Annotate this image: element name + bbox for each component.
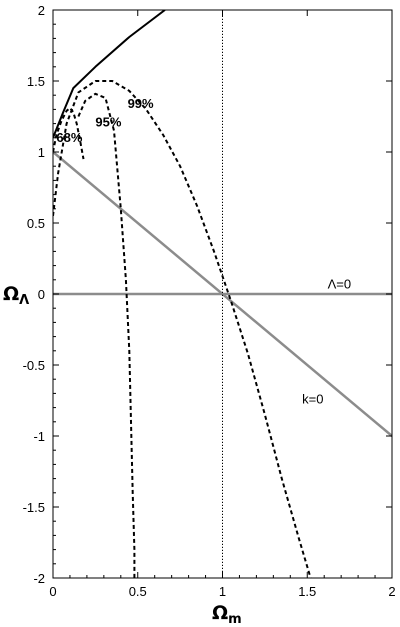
y-tick-label: 2 <box>38 3 45 18</box>
x-axis-title: Ωm <box>212 602 242 627</box>
y-tick-label: 0.5 <box>27 216 45 231</box>
x-tick-label: 0.5 <box>129 584 147 599</box>
x-tick-label: 0 <box>49 584 56 599</box>
contour-68 <box>53 107 85 160</box>
contour-label-95: 95% <box>95 114 121 129</box>
k-zero-label: k=0 <box>302 391 323 406</box>
contour-95 <box>77 92 136 578</box>
y-tick-label: -2 <box>33 571 45 586</box>
plot-area <box>52 9 393 579</box>
contour-label-99: 99% <box>128 96 154 111</box>
lambda-zero-label: Λ=0 <box>328 276 352 291</box>
y-tick-label: 1 <box>38 145 45 160</box>
y-tick-label: 0 <box>38 287 45 302</box>
chart-labels: 68% 95% 99% Λ=0 k=0 <box>56 96 351 406</box>
x-tick-label: 1.5 <box>298 584 316 599</box>
x-tick-label: 2 <box>388 584 395 599</box>
axis-ticks: 0 0.5 1 1.5 2 -2 -1.5 -1 -0.5 0 0.5 1 1.5 2 <box>23 3 396 599</box>
contour-label-68: 68% <box>56 130 82 145</box>
y-tick-label: 1.5 <box>27 74 45 89</box>
y-tick-label: -1 <box>33 429 45 444</box>
curve-group <box>53 10 392 578</box>
contour-99 <box>53 80 312 578</box>
y-axis-title: ΩΛ <box>3 283 29 308</box>
x-tick-label: 1 <box>219 584 226 599</box>
k-zero-line <box>53 151 392 437</box>
y-tick-label: -1.5 <box>23 500 45 515</box>
y-tick-label: -0.5 <box>23 358 45 373</box>
boundary-curve <box>53 10 166 139</box>
